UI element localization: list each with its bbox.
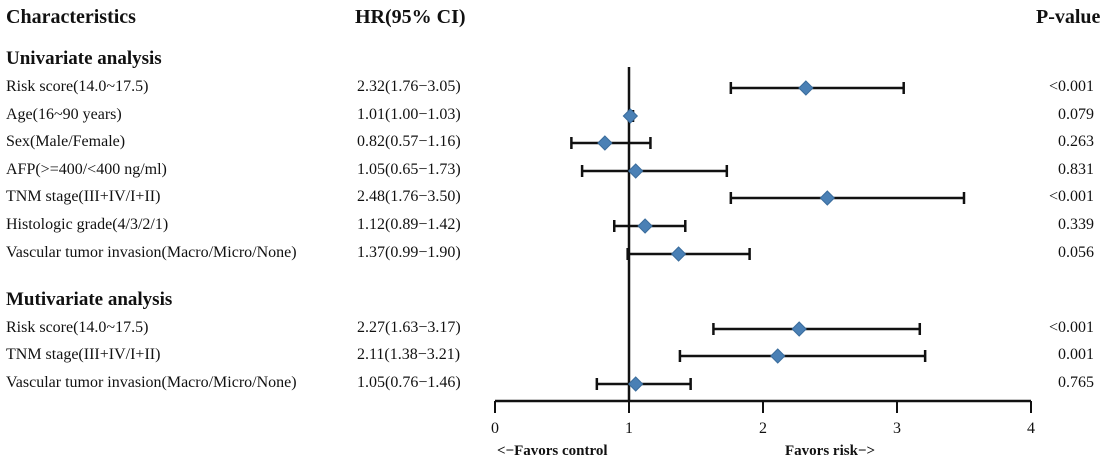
row-hr-text: 1.05(0.76−1.46) [357, 374, 461, 391]
row-hr-text: 2.27(1.63−3.17) [357, 319, 461, 336]
row-label: Sex(Male/Female) [6, 133, 126, 150]
x-tick-label: 3 [893, 420, 901, 437]
row-pvalue: 0.001 [1058, 346, 1094, 363]
pvalue-header: P-value [1036, 6, 1101, 28]
row-hr-text: 1.01(1.00−1.03) [357, 106, 461, 123]
hr-point-marker [627, 163, 644, 179]
row-pvalue: 0.831 [1058, 161, 1094, 178]
row-label: Age(16~90 years) [6, 106, 122, 123]
x-tick-label: 2 [759, 420, 767, 437]
row-hr-text: 2.32(1.76−3.05) [357, 78, 461, 95]
x-tick-label: 0 [491, 420, 499, 437]
row-label: TNM stage(III+IV/I+II) [6, 188, 161, 205]
row-label: Vascular tumor invasion(Macro/Micro/None… [6, 374, 297, 391]
x-tick-label: 4 [1027, 420, 1035, 437]
row-hr-text: 1.37(0.99−1.90) [357, 244, 461, 261]
row-hr-text: 2.11(1.38−3.21) [357, 346, 461, 363]
row-pvalue: <0.001 [1048, 188, 1094, 205]
row-pvalue: <0.001 [1048, 78, 1094, 95]
hr-point-marker [798, 80, 814, 96]
row-label: Histologic grade(4/3/2/1) [6, 216, 169, 233]
row-pvalue: <0.001 [1048, 319, 1094, 336]
x-tick-label: 1 [625, 420, 633, 437]
row-hr-text: 1.12(0.89−1.42) [357, 216, 461, 233]
row-pvalue: 0.263 [1058, 133, 1094, 150]
hr-point-marker [819, 190, 836, 206]
characteristics-header: Characteristics [6, 6, 136, 28]
multivariate-title: Mutivariate analysis [6, 289, 173, 310]
row-label: AFP(>=400/<400 ng/ml) [6, 161, 167, 178]
hr-point-marker [791, 321, 807, 337]
row-label: Vascular tumor invasion(Macro/Micro/None… [6, 244, 297, 261]
favors-risk-label: Favors risk−> [785, 443, 876, 459]
row-label: Risk score(14.0~17.5) [6, 78, 149, 95]
row-label: Risk score(14.0~17.5) [6, 319, 149, 336]
hr-point-marker [770, 348, 786, 364]
row-hr-text: 0.82(0.57−1.16) [357, 133, 461, 150]
row-pvalue: 0.339 [1058, 216, 1094, 233]
row-pvalue: 0.765 [1058, 374, 1094, 391]
hr-point-marker [622, 108, 639, 124]
hr-point-marker [670, 246, 687, 262]
row-label: TNM stage(III+IV/I+II) [6, 346, 161, 363]
hr-point-marker [627, 376, 644, 392]
hr-point-marker [637, 218, 653, 234]
row-hr-text: 2.48(1.76−3.50) [357, 188, 461, 205]
row-hr-text: 1.05(0.65−1.73) [357, 161, 461, 178]
row-pvalue: 0.056 [1058, 244, 1094, 261]
hr-header: HR(95% CI) [355, 6, 466, 28]
univariate-title: Univariate analysis [6, 48, 162, 69]
hr-point-marker [597, 135, 613, 151]
row-pvalue: 0.079 [1058, 106, 1094, 123]
favors-control-label: <−Favors control [497, 443, 608, 459]
